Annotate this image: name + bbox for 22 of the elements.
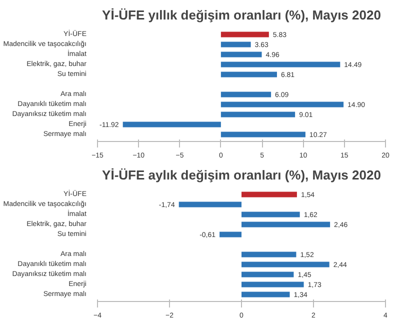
bar: [220, 72, 277, 78]
bar: [242, 272, 294, 278]
bar: [220, 62, 340, 68]
chart-title: Yİ-ÜFE aylık değişim oranları (%), Mayıs 2020: [102, 168, 381, 182]
bar: [242, 222, 330, 228]
bar: [220, 32, 269, 38]
chart-title: Yİ-ÜFE yıllık değişim oranları (%), Mayıs 2020: [102, 8, 381, 22]
bar: [220, 112, 296, 118]
bar: [220, 102, 344, 108]
bar: [242, 212, 300, 218]
bar: [220, 42, 251, 48]
bar: [220, 52, 262, 58]
bar: [242, 252, 296, 258]
bar: [242, 282, 304, 288]
bar: [220, 232, 242, 238]
bar: [220, 132, 306, 138]
bar: [242, 292, 290, 298]
bar: [242, 192, 297, 198]
bar: [242, 262, 330, 268]
bar: [220, 92, 272, 98]
bar: [178, 202, 242, 208]
bar: [122, 122, 221, 128]
